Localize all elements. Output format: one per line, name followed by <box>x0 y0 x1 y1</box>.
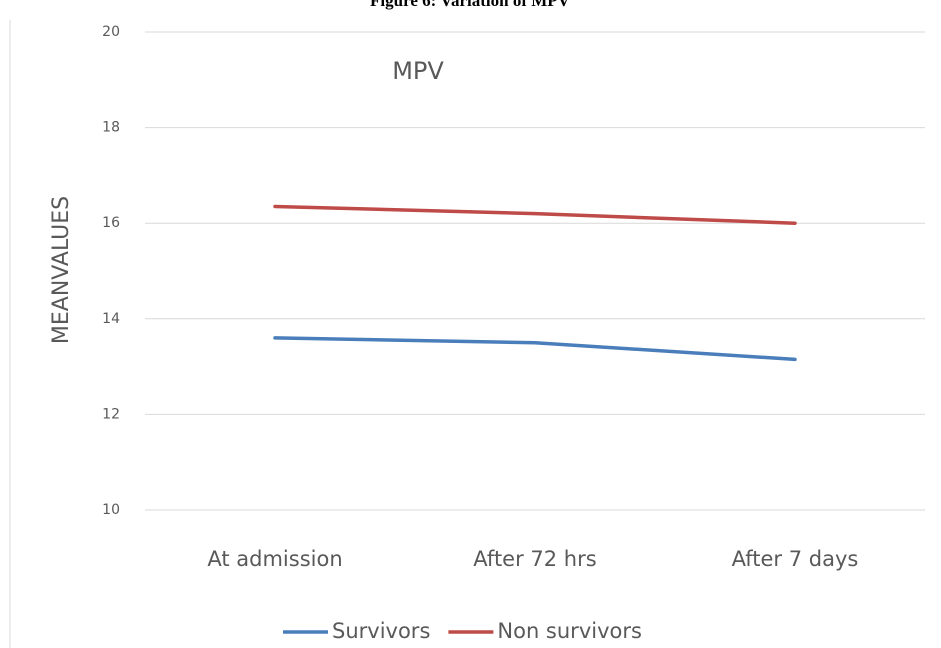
chart-title: MPV <box>392 57 444 85</box>
series-line <box>273 336 797 362</box>
x-tick-label: At admission <box>207 547 342 571</box>
y-tick-label: 18 <box>102 120 120 136</box>
y-tick-label: 16 <box>102 215 120 231</box>
y-tick-label: 14 <box>102 311 120 327</box>
x-tick-label: After 72 hrs <box>473 547 596 571</box>
y-tick-label: 10 <box>102 502 120 518</box>
series-line <box>273 204 797 225</box>
x-tick-label: After 7 days <box>732 547 859 571</box>
y-tick-label: 12 <box>102 406 120 422</box>
figure-title: Figure 6: Variation of MPV <box>370 0 571 10</box>
legend-label: Survivors <box>332 619 430 643</box>
y-axis-label: MEANVALUES <box>49 196 74 344</box>
y-tick-label: 20 <box>102 24 120 40</box>
legend-label: Non survivors <box>497 619 642 643</box>
